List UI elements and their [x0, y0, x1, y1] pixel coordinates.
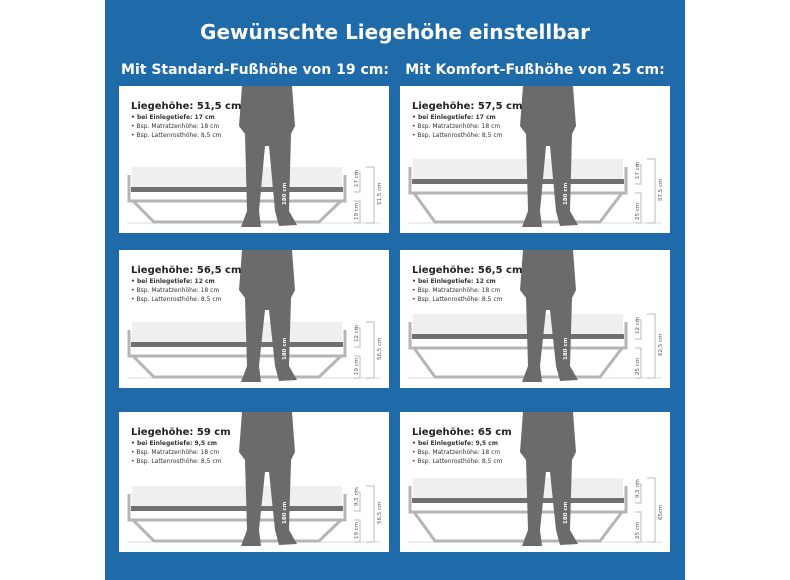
- bed-frame: [127, 494, 347, 522]
- panel-bullet: • Bsp. Lattenrosthöhe: 8,5 cm: [131, 458, 222, 465]
- panel-heading: Liegehöhe: 57,5 cm: [412, 101, 523, 112]
- panel-bullet: • Bsp. Lattenrosthöhe: 8,5 cm: [412, 458, 503, 465]
- column-heading-komfort: Mit Komfort-Fußhöhe von 25 cm:: [405, 62, 665, 78]
- panel-bullet: • Bsp. Lattenrosthöhe: 8,5 cm: [131, 132, 222, 139]
- person-silhouette: [239, 250, 297, 382]
- total-height-label: 56,5 cm: [377, 338, 383, 360]
- panel-heading: Liegehöhe: 56,5 cm: [131, 265, 242, 276]
- foot-height-label: 25 cm: [635, 203, 641, 220]
- person-silhouette: [520, 86, 578, 227]
- bed-base: [412, 192, 624, 224]
- panel-heading: Liegehöhe: 56,5 cm: [412, 265, 523, 276]
- foot-height-label: 19 cm: [354, 203, 360, 220]
- panel-bullet: • Bsp. Matratzenhöhe: 18 cm: [412, 449, 501, 456]
- person-silhouette: [239, 86, 297, 227]
- panel-bullet: • Bsp. Lattenrosthöhe: 8,5 cm: [412, 296, 503, 303]
- mattress: [132, 167, 342, 187]
- column-heading-standard: Mit Standard-Fußhöhe von 19 cm:: [121, 62, 389, 78]
- total-height-label: 65cm: [658, 505, 664, 520]
- bed-base: [131, 354, 343, 379]
- person-height-label: 180 cm: [563, 182, 569, 205]
- panel-bullet: • Bsp. Matratzenhöhe: 18 cm: [131, 123, 220, 130]
- total-height-label: 57,5 cm: [658, 179, 664, 201]
- insert-depth-label: 17 cm: [635, 162, 641, 179]
- bed-base: [131, 199, 343, 224]
- panel-bullet: • Bsp. Matratzenhöhe: 18 cm: [131, 449, 220, 456]
- mattress: [132, 322, 342, 342]
- person-silhouette: [239, 412, 297, 546]
- bed-base: [131, 518, 343, 543]
- panel-bullet: • bei Einlegetiefe: 17 cm: [131, 114, 215, 121]
- person-height-label: 180 cm: [563, 337, 569, 360]
- bed-base: [412, 347, 624, 379]
- bed-height-panel: 180 cm 9,5 cm 25 cm 65cm Liegehöhe: 65 c…: [400, 412, 670, 552]
- panel-bullet: • bei Einlegetiefe: 9,5 cm: [412, 440, 499, 447]
- person-height-label: 180 cm: [282, 337, 288, 360]
- panel-heading: Liegehöhe: 51,5 cm: [131, 101, 242, 112]
- total-height-label: 56,5 cm: [377, 502, 383, 524]
- panel-heading: Liegehöhe: 59 cm: [131, 427, 231, 438]
- insert-depth-label: 12 cm: [354, 325, 360, 342]
- mattress: [132, 486, 342, 506]
- bed-height-panel: 180 cm 17 cm 19 cm 51,5 cm Liegehöhe: 51…: [119, 86, 389, 233]
- panel-bullet: • Bsp. Matratzenhöhe: 18 cm: [412, 287, 501, 294]
- total-height-label: 62,5 cm: [658, 334, 664, 356]
- slatted-frame: [412, 179, 624, 184]
- foot-height-label: 19 cm: [354, 522, 360, 539]
- bed-height-panel: 180 cm 12 cm 25 cm 62,5 cm Liegehöhe: 56…: [400, 250, 670, 388]
- mattress: [413, 159, 623, 179]
- panel-heading: Liegehöhe: 65 cm: [412, 427, 512, 438]
- bed-frame: [408, 322, 628, 350]
- panel-bullet: • Bsp. Lattenrosthöhe: 8,5 cm: [131, 296, 222, 303]
- bed-frame: [408, 167, 628, 195]
- insert-depth-label: 9,5 cm: [354, 487, 360, 506]
- panel-bullet: • bei Einlegetiefe: 12 cm: [131, 278, 215, 285]
- total-height-label: 51,5 cm: [377, 183, 383, 205]
- person-silhouette: [520, 412, 578, 546]
- person-height-label: 180 cm: [563, 501, 569, 524]
- bed-frame: [127, 175, 347, 203]
- insert-depth-label: 12 cm: [635, 317, 641, 334]
- bed-frame: [127, 330, 347, 358]
- foot-height-label: 25 cm: [635, 522, 641, 539]
- person-silhouette: [520, 250, 578, 382]
- panel-bullet: • Bsp. Lattenrosthöhe: 8,5 cm: [412, 132, 503, 139]
- bed-base: [412, 511, 624, 543]
- mattress: [413, 478, 623, 498]
- mattress: [413, 314, 623, 334]
- foot-height-label: 19 cm: [354, 358, 360, 375]
- slatted-frame: [412, 498, 624, 503]
- person-height-label: 180 cm: [282, 182, 288, 205]
- slatted-frame: [412, 334, 624, 339]
- slatted-frame: [131, 506, 343, 511]
- insert-depth-label: 9,5 cm: [635, 479, 641, 498]
- bed-frame: [408, 486, 628, 514]
- slatted-frame: [131, 187, 343, 192]
- panel-bullet: • bei Einlegetiefe: 12 cm: [412, 278, 496, 285]
- panel-bullet: • bei Einlegetiefe: 17 cm: [412, 114, 496, 121]
- page-title: Gewünschte Liegehöhe einstellbar: [200, 20, 590, 44]
- slatted-frame: [131, 342, 343, 347]
- person-height-label: 180 cm: [282, 501, 288, 524]
- insert-depth-label: 17 cm: [354, 170, 360, 187]
- bed-height-panel: 180 cm 17 cm 25 cm 57,5 cm Liegehöhe: 57…: [400, 86, 670, 233]
- panel-bullet: • Bsp. Matratzenhöhe: 18 cm: [412, 123, 501, 130]
- bed-height-panel: 180 cm 12 cm 19 cm 56,5 cm Liegehöhe: 56…: [119, 250, 389, 388]
- panel-bullet: • Bsp. Matratzenhöhe: 18 cm: [131, 287, 220, 294]
- bed-height-panel: 180 cm 9,5 cm 19 cm 56,5 cm Liegehöhe: 5…: [119, 412, 389, 552]
- foot-height-label: 25 cm: [635, 358, 641, 375]
- panel-bullet: • bei Einlegetiefe: 9,5 cm: [131, 440, 218, 447]
